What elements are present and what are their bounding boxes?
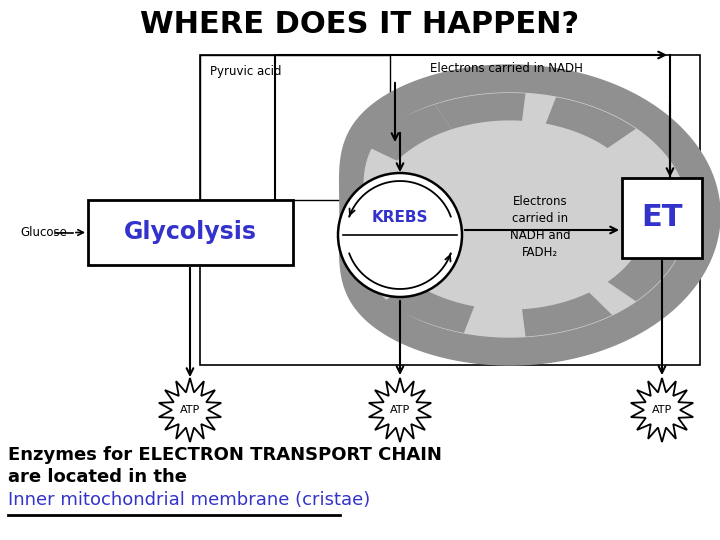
Polygon shape <box>159 378 221 442</box>
Polygon shape <box>546 97 636 148</box>
Text: Enzymes for ELECTRON TRANSPORT CHAIN: Enzymes for ELECTRON TRANSPORT CHAIN <box>8 446 442 464</box>
Text: Pyruvic acid: Pyruvic acid <box>210 65 282 78</box>
Polygon shape <box>435 93 526 129</box>
Polygon shape <box>369 378 431 442</box>
Text: Electrons carried in NADH: Electrons carried in NADH <box>430 62 583 75</box>
Polygon shape <box>522 293 612 336</box>
Text: KREBS: KREBS <box>372 210 428 225</box>
Polygon shape <box>340 65 720 365</box>
Polygon shape <box>384 282 474 333</box>
Text: ATP: ATP <box>652 405 672 415</box>
Text: are located in the: are located in the <box>8 468 187 486</box>
Polygon shape <box>364 104 451 161</box>
Text: Inner mitochondrial membrane (cristae): Inner mitochondrial membrane (cristae) <box>8 491 370 509</box>
Text: Glucose: Glucose <box>20 226 67 239</box>
FancyBboxPatch shape <box>622 178 702 258</box>
Text: ET: ET <box>642 204 683 233</box>
FancyBboxPatch shape <box>88 200 293 265</box>
Polygon shape <box>608 239 682 301</box>
Text: ATP: ATP <box>180 405 200 415</box>
Text: WHERE DOES IT HAPPEN?: WHERE DOES IT HAPPEN? <box>140 10 580 39</box>
Text: Glycolysis: Glycolysis <box>124 220 257 245</box>
Circle shape <box>338 173 462 297</box>
Polygon shape <box>631 378 693 442</box>
Text: ATP: ATP <box>390 405 410 415</box>
Text: Electrons
carried in
NADH and
FADH₂: Electrons carried in NADH and FADH₂ <box>510 195 570 259</box>
Polygon shape <box>364 93 688 337</box>
